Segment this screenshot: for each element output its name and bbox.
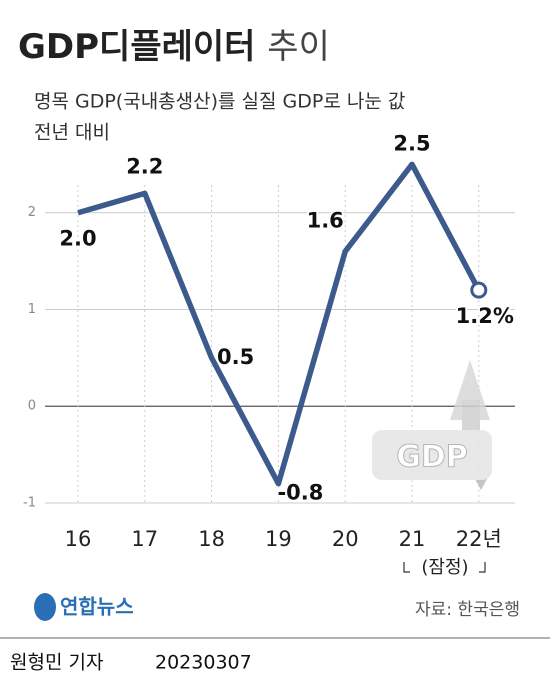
source: 자료: 한국은행 bbox=[415, 600, 520, 620]
value-label: 1.2% bbox=[456, 304, 514, 328]
x-tick-label: 16 bbox=[65, 527, 92, 551]
value-label: 2.2 bbox=[126, 154, 163, 178]
date: 20230307 bbox=[155, 652, 252, 674]
logo: 연합뉴스 bbox=[34, 593, 134, 621]
y-tick-label: 1 bbox=[28, 302, 36, 317]
value-label: 2.0 bbox=[59, 227, 96, 251]
logo-text: 연합뉴스 bbox=[60, 595, 134, 619]
x-tick-label: 19 bbox=[265, 527, 292, 551]
value-label: 0.5 bbox=[217, 345, 254, 369]
title-suffix: 추이 bbox=[267, 27, 330, 67]
graphic-text: GDP bbox=[396, 440, 468, 475]
subtitle: 명목 GDP(국내총생산)를 실질 GDP로 나눈 값 bbox=[34, 91, 405, 113]
value-label: -0.8 bbox=[277, 481, 323, 505]
y-tick-label: -1 bbox=[23, 496, 36, 511]
y-tick-label: 2 bbox=[28, 205, 36, 220]
subtitle: 전년 대비 bbox=[34, 122, 110, 144]
title-main: GDP디플레이터 bbox=[18, 27, 255, 67]
data-line bbox=[77, 161, 482, 487]
value-label: 1.6 bbox=[307, 208, 344, 232]
y-tick-label: 0 bbox=[28, 399, 36, 414]
byline: 원형민 기자 bbox=[10, 652, 103, 674]
category-note: (잠정) bbox=[421, 557, 468, 578]
gdp-graphic: GDP bbox=[372, 360, 492, 490]
x-tick-label: 20 bbox=[332, 527, 359, 551]
point bbox=[470, 281, 488, 299]
bracket bbox=[403, 562, 486, 573]
x-tick-label: 22년 bbox=[456, 527, 502, 551]
x-tick-label: 18 bbox=[198, 527, 225, 551]
x-tick-label: 17 bbox=[131, 527, 158, 551]
x-tick-label: 21 bbox=[399, 527, 426, 551]
value-label: 2.5 bbox=[393, 131, 430, 155]
chart-title: GDP디플레이터 추이 bbox=[18, 27, 330, 67]
